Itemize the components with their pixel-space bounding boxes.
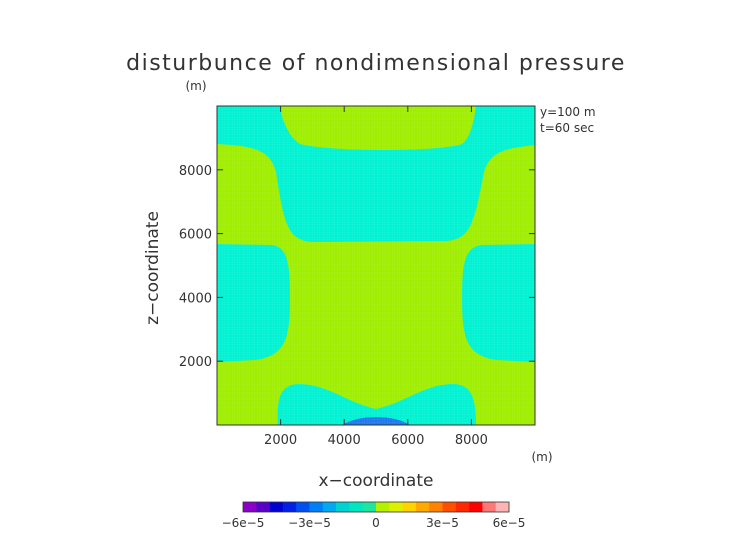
y-tick-label: 2000 — [179, 355, 212, 370]
colorbar-swatch — [389, 502, 403, 512]
colorbar-swatch — [336, 502, 350, 512]
y-axis-label: z−coordinate — [143, 211, 163, 325]
colorbar-swatch — [376, 502, 390, 512]
x-tick-label: 4000 — [328, 433, 361, 448]
colorbar-frame — [242, 501, 510, 513]
x-tick-label: 6000 — [391, 433, 424, 448]
contour-fill — [217, 106, 535, 425]
colorbar-tick-label: −6e−5 — [222, 516, 265, 530]
colorbar: −6e−5 −3e−5 0 3e−5 6e−5 — [222, 501, 526, 530]
y-tick-label: 6000 — [179, 228, 212, 243]
colorbar-swatch — [296, 502, 310, 512]
colorbar-swatch — [309, 502, 324, 512]
colorbar-tick-label: 6e−5 — [493, 516, 526, 530]
colorbar-swatch — [469, 502, 483, 512]
fine-grid-overlay — [217, 106, 535, 425]
colorbar-tick-label: −3e−5 — [288, 516, 331, 530]
plot-frame — [216, 105, 536, 426]
y-tick-label: 4000 — [179, 291, 212, 306]
colorbar-swatch — [415, 502, 430, 512]
x-tick-label: 2000 — [264, 433, 297, 448]
top-unit-label: (m) — [185, 79, 206, 93]
x-axis-label: x−coordinate — [319, 471, 434, 491]
colorbar-swatch — [442, 502, 457, 512]
y-axis-ticks: 2000 4000 6000 8000 — [179, 164, 535, 370]
colorbar-tick-label: 3e−5 — [426, 516, 459, 530]
colorbar-tick-label: 0 — [372, 516, 380, 530]
colorbar-swatch — [282, 502, 297, 512]
colorbar-swatch — [429, 502, 443, 512]
colorbar-swatch — [256, 502, 270, 512]
colorbar-swatch — [243, 502, 257, 512]
x-axis-ticks: 2000 4000 6000 8000 — [264, 106, 488, 448]
x-tick-label: 8000 — [455, 433, 488, 448]
colorbar-swatch — [455, 502, 470, 512]
annotation-y: y=100 m — [540, 105, 596, 119]
colorbar-swatch — [495, 502, 510, 512]
colorbar-swatch — [402, 502, 417, 512]
colorbar-swatch — [482, 502, 496, 512]
plot-area — [216, 105, 536, 426]
colorbar-swatch — [349, 502, 363, 512]
colorbar-swatch — [269, 502, 284, 512]
annotation-t: t=60 sec — [540, 121, 594, 135]
x-unit-label: (m) — [531, 450, 552, 464]
y-tick-label: 8000 — [179, 164, 212, 179]
chart-title: disturbunce of nondimensional pressure — [126, 51, 626, 76]
colorbar-swatch — [322, 502, 337, 512]
colorbar-swatch — [362, 502, 377, 512]
